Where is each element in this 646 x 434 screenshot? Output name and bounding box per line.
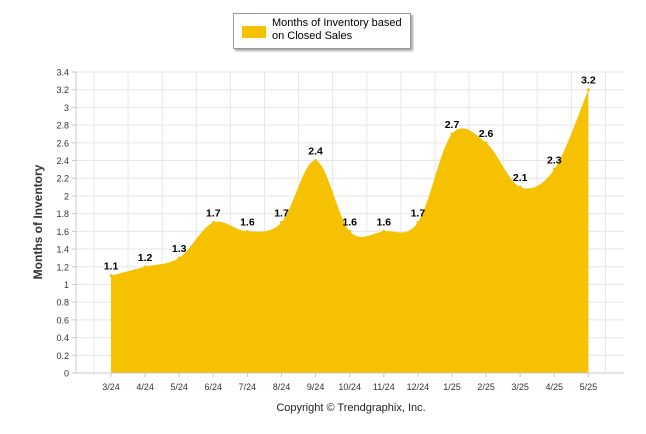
y-tick-label: 0.8 (56, 298, 69, 308)
x-tick-label: 5/24 (170, 382, 188, 392)
y-tick-label: 3.4 (56, 68, 69, 78)
data-label: 1.7 (206, 208, 221, 220)
y-axis-title: Months of Inventory (31, 164, 45, 279)
data-point (177, 256, 181, 260)
x-tick-label: 6/24 (205, 382, 223, 392)
area-layer (109, 88, 590, 374)
data-label: 1.6 (376, 216, 391, 228)
axes: 0 0.2 0.4 0.6 0.8 1 1.2 1.4 1.6 1.8 2 2.2 2.4 2.6 2.8 3… (56, 68, 624, 392)
data-labels: 1.1 1.2 1.3 1.7 1.6 1.7 2.4 1.6 1.6 1.7 2.7 2.6 2.1 2… (104, 75, 596, 273)
y-tick-label: 1.8 (56, 209, 69, 219)
data-label: 1.7 (411, 208, 426, 220)
y-tick-label: 2.8 (56, 121, 69, 131)
x-tick-label: 10/24 (338, 382, 361, 392)
data-label: 1.6 (342, 216, 357, 228)
data-point (280, 221, 283, 224)
data-label: 1.6 (240, 216, 255, 228)
chart-legend: Months of Inventory based on Closed Sale… (233, 13, 411, 49)
y-tick-label: 3 (64, 103, 69, 113)
area-chart: 0 0.2 0.4 0.6 0.8 1 1.2 1.4 1.6 1.8 2 2.2 2.4 2.6 2.8 3… (31, 68, 624, 392)
y-tick-label: 1.4 (56, 245, 69, 255)
x-tick-label: 4/25 (546, 382, 564, 392)
data-label: 3.2 (581, 75, 596, 87)
copyright-text: Copyright © Trendgraphix, Inc. (276, 402, 426, 414)
data-label: 1.1 (104, 261, 119, 273)
data-point (109, 274, 113, 278)
legend-label: Months of Inventory based on Closed Sale… (272, 17, 402, 42)
x-tick-label: 4/24 (136, 382, 154, 392)
data-label: 1.7 (274, 208, 289, 220)
data-point (518, 185, 522, 189)
data-label: 1.2 (138, 252, 153, 264)
x-tick-label: 9/24 (307, 382, 325, 392)
data-point (314, 159, 318, 163)
x-tick-label: 12/24 (407, 382, 430, 392)
y-tick-label: 1.2 (56, 262, 69, 272)
y-tick-label: 1 (64, 280, 69, 290)
x-tick-label: 11/24 (373, 382, 395, 392)
y-tick-label: 0.4 (56, 333, 69, 343)
x-tick-label: 5/25 (580, 382, 598, 392)
data-label: 2.7 (445, 119, 460, 131)
data-point (348, 229, 352, 233)
data-point (143, 265, 147, 269)
y-tick-label: 0.2 (56, 351, 69, 361)
x-tick-label: 3/24 (102, 382, 120, 392)
y-tick-label: 2.4 (56, 156, 69, 166)
x-tick-label: 1/25 (443, 382, 461, 392)
y-tick-label: 0 (64, 369, 69, 379)
copyright-credit: Copyright © Trendgraphix, Inc. (0, 402, 646, 414)
legend-swatch (242, 26, 266, 38)
data-label: 2.3 (547, 154, 562, 166)
x-tick-label: 2/25 (477, 382, 495, 392)
data-point (484, 141, 488, 145)
data-point (586, 88, 590, 92)
data-point (211, 221, 215, 224)
y-tick-label: 2.2 (56, 174, 69, 184)
data-point (416, 221, 420, 224)
x-tick-label: 3/25 (511, 382, 529, 392)
x-tick-label: 8/24 (273, 382, 291, 392)
data-label: 1.3 (172, 243, 187, 255)
data-point (552, 167, 556, 171)
data-label: 2.6 (479, 128, 494, 140)
x-tick-label: 7/24 (239, 382, 257, 392)
data-label: 2.1 (513, 172, 528, 184)
data-label: 2.4 (308, 146, 323, 158)
data-point (245, 229, 249, 233)
y-tick-label: 2.6 (56, 138, 69, 148)
y-tick-label: 3.2 (56, 85, 69, 95)
y-tick-label: 2 (64, 191, 69, 201)
y-tick-label: 0.6 (56, 315, 69, 325)
data-point (450, 132, 454, 136)
data-point (382, 229, 386, 233)
y-tick-label: 1.6 (56, 227, 69, 237)
